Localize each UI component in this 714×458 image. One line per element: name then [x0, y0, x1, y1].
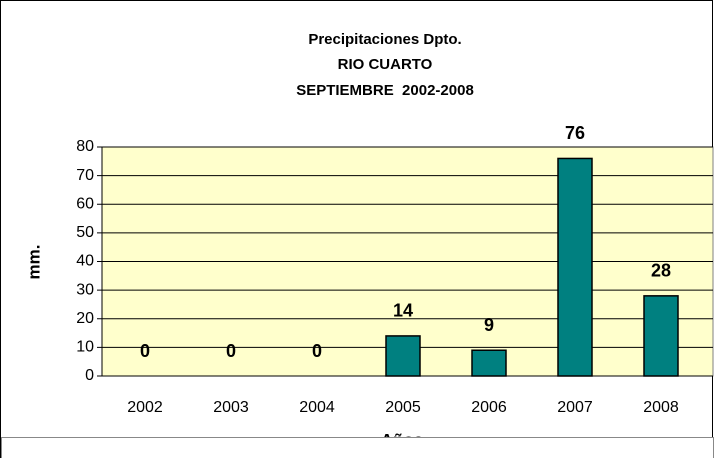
value-label: 14	[393, 301, 413, 321]
value-label: 0	[226, 341, 236, 361]
x-tick-label: 2003	[213, 399, 249, 416]
y-tick-label: 40	[76, 253, 94, 270]
y-tick-label: 80	[76, 138, 94, 155]
y-tick-label: 10	[76, 339, 94, 356]
chart-title: Precipitaciones Dpto.	[308, 31, 461, 48]
x-tick-label: 2005	[385, 399, 421, 416]
bar	[643, 295, 679, 377]
x-tick-label: 2004	[299, 399, 335, 416]
value-label: 28	[651, 261, 671, 281]
y-tick-label: 20	[76, 310, 94, 327]
x-tick-label: 2006	[471, 399, 507, 416]
x-tick-label: 2008	[643, 399, 679, 416]
y-tick-label: 30	[76, 281, 94, 298]
y-tick-label: 60	[76, 195, 94, 212]
x-tick-label: 2002	[127, 399, 163, 416]
y-tick-label: 70	[76, 167, 94, 184]
bar	[557, 157, 593, 377]
y-tick-label: 0	[85, 367, 94, 384]
y-tick-label: 50	[76, 224, 94, 241]
value-label: 0	[312, 341, 322, 361]
value-label: 76	[565, 123, 585, 143]
x-tick-label: 2007	[557, 399, 593, 416]
overlay-panel	[1, 437, 714, 458]
bar	[471, 349, 507, 377]
value-label: 9	[484, 315, 494, 335]
chart-title: RIO CUARTO	[338, 56, 433, 73]
value-label: 0	[140, 341, 150, 361]
chart-title: SEPTIEMBRE 2002-2008	[296, 82, 474, 99]
y-axis-label: mm.	[24, 245, 43, 280]
bar	[385, 335, 421, 377]
